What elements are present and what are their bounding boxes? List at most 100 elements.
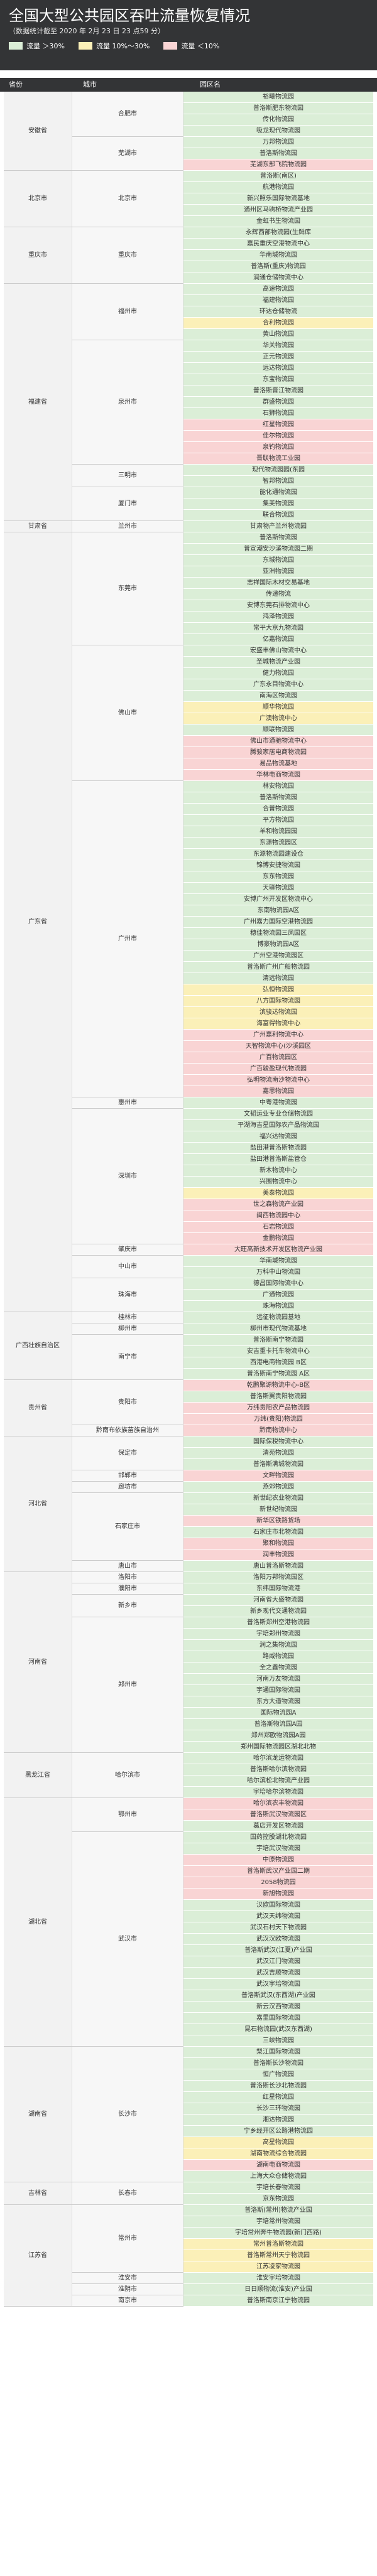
legend-label: 流量 ＜10% bbox=[181, 42, 220, 50]
park-cell: 广百物流园区 bbox=[183, 1052, 373, 1064]
park-cell: 宇培常州奔牛物流园(新门西路) bbox=[183, 2227, 373, 2239]
park-cell: 西港电商物流园 B区 bbox=[183, 1357, 373, 1369]
table-row: 路威物流园 bbox=[4, 1651, 373, 1663]
park-cell: 柳州市现代物流基地 bbox=[183, 1323, 373, 1335]
table-row: 京东物流园 bbox=[4, 2193, 373, 2205]
park-cell: 合利物流园 bbox=[183, 317, 373, 329]
park-cell: 普洛斯(重庆)物流园 bbox=[183, 261, 373, 272]
park-cell: 广百骏盈现代物流园 bbox=[183, 1063, 373, 1075]
table-row: 嘉里国际物流园 bbox=[4, 2012, 373, 2024]
city-cell: 福州市 bbox=[72, 283, 183, 340]
province-cell: 湖北省 bbox=[4, 1797, 72, 2047]
city-cell: 北京市 bbox=[72, 170, 183, 227]
table-row: 南京市 普洛斯南京江宁物流园 bbox=[4, 2295, 373, 2307]
table-row: 安博广州开发区物流中心 bbox=[4, 893, 373, 905]
park-cell: 黄山物流园 bbox=[183, 328, 373, 340]
table-row: 新华区铁路货场 bbox=[4, 1515, 373, 1527]
park-cell: 红星物流园 bbox=[183, 2091, 373, 2103]
park-cell: 集美物流园 bbox=[183, 498, 373, 510]
table-row: 兴围物流中心 bbox=[4, 1176, 373, 1188]
park-cell: 上海大众仓储物流园 bbox=[183, 2170, 373, 2182]
park-cell: 武汉宇培物流园 bbox=[183, 1978, 373, 1990]
table-row: 平湖海吉星国际农产品物流园 bbox=[4, 1119, 373, 1131]
table-row: 航港物流园 bbox=[4, 181, 373, 193]
table-row: 广澳物流中心 bbox=[4, 713, 373, 725]
table-row: 新世纪物流园 bbox=[4, 1504, 373, 1516]
city-cell: 东莞市 bbox=[72, 532, 183, 645]
table-row: 恒广物流园 bbox=[4, 2069, 373, 2081]
park-cell: 湘达物流园 bbox=[183, 2114, 373, 2126]
park-cell: 普洛斯肥东物流园 bbox=[183, 102, 373, 114]
table-row: 普洛斯哈尔滨物流园 bbox=[4, 1764, 373, 1776]
table-row: 智邦物流园 bbox=[4, 475, 373, 487]
park-cell: 甘肃物产兰州物流园 bbox=[183, 520, 373, 532]
province-cell: 北京市 bbox=[4, 170, 72, 227]
table-row: 广西壮族自治区 桂林市 远征物流园基地 bbox=[4, 1312, 373, 1380]
table-row: 湖北省 鄂州市 哈尔滨农丰物流园 bbox=[4, 1797, 373, 2047]
table-row: 广州嘉力国际空港物流园 bbox=[4, 916, 373, 928]
table-row: 2058物流园 bbox=[4, 1877, 373, 1889]
park-cell: 国际物流园A bbox=[183, 1707, 373, 1719]
table-row: 武汉天纬物流园 bbox=[4, 1910, 373, 1922]
park-cell: 普洛斯物流园 bbox=[183, 792, 373, 804]
park-cell: 现代物流园园(东园 bbox=[183, 464, 373, 476]
table-row: 清苑物流园 bbox=[4, 1447, 373, 1459]
park-cell: 环达仓储物流 bbox=[183, 306, 373, 318]
table-row: 美泰物流园 bbox=[4, 1187, 373, 1199]
legend-item-high: 流量 ＞30% bbox=[9, 41, 65, 51]
park-cell: 汉欧国际物流园 bbox=[183, 1899, 373, 1911]
table-row: 福建省 福州市 高速物流园 bbox=[4, 283, 373, 521]
park-cell: 哈尔滨龙运物流园 bbox=[183, 1752, 373, 1764]
park-cell: 河南省大盛物流园 bbox=[183, 1594, 373, 1606]
table-row: 合利物流园 bbox=[4, 317, 373, 329]
table-row: 武汉汉欧物流园 bbox=[4, 1933, 373, 1945]
park-cell: 普洛斯广州广船物流园 bbox=[183, 961, 373, 973]
table-row: 东源物流园区 bbox=[4, 837, 373, 849]
park-cell: 晋联物流工业园 bbox=[183, 453, 373, 465]
table-row: 甘肃省 兰州市 甘肃物产兰州物流园 bbox=[4, 520, 373, 532]
park-cell: 日日顺物流(淮安)产业园 bbox=[183, 2283, 373, 2295]
park-cell: 恒广物流园 bbox=[183, 2069, 373, 2081]
park-cell: 路威物流园 bbox=[183, 1651, 373, 1663]
park-cell: 普洛斯(南区) bbox=[183, 170, 373, 182]
park-cell: 淮安宇培物流园 bbox=[183, 2272, 373, 2284]
park-cell: 嘉民重庆空港物流中心 bbox=[183, 238, 373, 250]
table-row: 闽西物流园中心 bbox=[4, 1210, 373, 1222]
park-cell: 文畔物流园 bbox=[183, 1470, 373, 1482]
table-row: 武汉石村天下物流园 bbox=[4, 1922, 373, 1934]
park-cell: 健力物流园 bbox=[183, 667, 373, 679]
city-cell: 廊坊市 bbox=[72, 1481, 183, 1493]
page-title: 全国大型公共园区吞吐流量恢复情况 bbox=[9, 7, 250, 24]
table-row: 正元物流园 bbox=[4, 351, 373, 363]
park-cell: 吸龙现代物流园 bbox=[183, 125, 373, 137]
table-row: 海富得物流中心 bbox=[4, 1018, 373, 1030]
city-cell: 柳州市 bbox=[72, 1323, 183, 1335]
table-row: 唐山市 唐山普洛斯物流园 bbox=[4, 1560, 373, 1572]
park-cell: 德昌国际物流中心 bbox=[183, 1278, 373, 1290]
park-cell: 文韬运业专业仓储物流园 bbox=[183, 1108, 373, 1120]
park-cell: 宇培常州物流园 bbox=[183, 2216, 373, 2228]
park-cell: 新木物流中心 bbox=[183, 1165, 373, 1177]
table-row: 新乡市 河南省大盛物流园 bbox=[4, 1594, 373, 1617]
park-cell: 顺联物流园 bbox=[183, 724, 373, 736]
park-cell: 佛山市通驰物流中心 bbox=[183, 735, 373, 747]
table-row: 宇培郑州物流园 bbox=[4, 1628, 373, 1640]
table-row: 顺华物流园 bbox=[4, 701, 373, 713]
province-cell: 贵州省 bbox=[4, 1379, 72, 1436]
park-cell: 宇培哈尔滨物流园 bbox=[183, 1786, 373, 1798]
table-row: 淮阴市 日日顺物流(淮安)产业园 bbox=[4, 2283, 373, 2295]
table-row: 博豪物流园A区 bbox=[4, 939, 373, 951]
table-row: 广东省 东莞市 普洛斯物流园 bbox=[4, 532, 373, 1312]
table-row: 吉林省 长春市 宇培长春物流园 bbox=[4, 2182, 373, 2205]
province-cell: 湖南省 bbox=[4, 2046, 72, 2182]
park-cell: 裕曦物流园 bbox=[183, 92, 373, 103]
park-cell: 易品物流基地 bbox=[183, 758, 373, 770]
city-cell: 佛山市 bbox=[72, 645, 183, 781]
park-cell: 万邦物流园 bbox=[183, 136, 373, 148]
park-cell: 武汉江门物流园 bbox=[183, 1956, 373, 1968]
table-row: 传递物流 bbox=[4, 588, 373, 600]
table-row: 广州空港物流园区 bbox=[4, 950, 373, 962]
table-row: 石岩物流园 bbox=[4, 1221, 373, 1233]
table-row: 聚和物流园 bbox=[4, 1538, 373, 1549]
park-cell: 常州普洛斯物流园 bbox=[183, 2238, 373, 2250]
